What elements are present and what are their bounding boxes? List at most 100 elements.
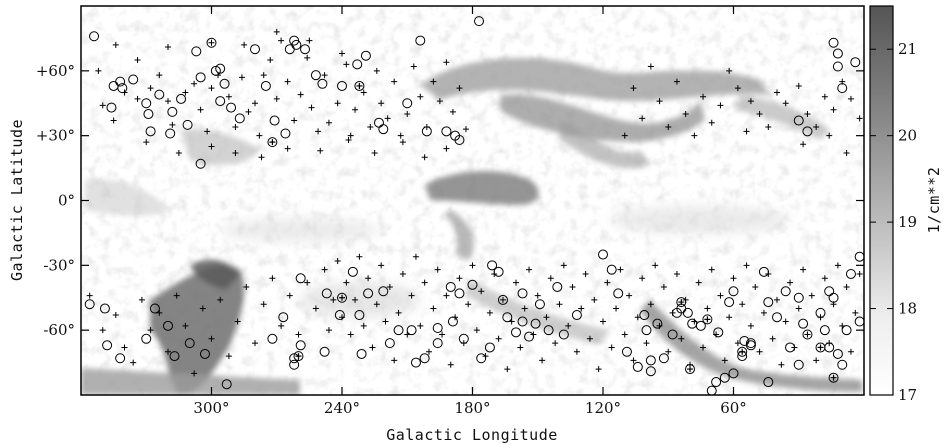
plus-marker <box>447 361 454 368</box>
circled-plus-marker <box>815 342 826 353</box>
plus-marker <box>547 275 554 282</box>
circle-marker <box>163 320 173 331</box>
plus-marker <box>260 72 267 79</box>
x-tick-label: 120° <box>585 399 621 417</box>
plus-marker <box>382 318 389 325</box>
plus-marker <box>673 78 680 85</box>
circle-marker <box>145 126 156 137</box>
plus-marker <box>630 85 637 92</box>
plus-marker <box>782 318 789 325</box>
colorbar-ticks: 17 18 19 20 21 <box>870 40 917 404</box>
plus-marker <box>315 128 322 135</box>
plus-marker <box>804 331 811 338</box>
colorbar-title: 1/cm**2 <box>925 167 943 234</box>
plus-marker <box>643 340 650 347</box>
plus-marker <box>334 258 341 265</box>
plus-marker <box>700 93 707 100</box>
circle-marker <box>652 318 663 329</box>
plus-marker <box>813 124 820 131</box>
plus-marker <box>534 292 541 299</box>
circle-marker <box>215 96 226 107</box>
plus-marker <box>134 57 141 64</box>
plus-marker <box>232 149 239 156</box>
circle-marker <box>854 316 864 327</box>
plus-marker <box>482 353 489 360</box>
plus-marker <box>465 301 472 308</box>
plus-marker <box>143 139 150 146</box>
circle-marker <box>141 333 152 344</box>
plus-marker <box>208 335 215 342</box>
circle-marker <box>182 119 193 130</box>
plus-marker <box>443 292 450 299</box>
plus-marker <box>665 124 672 131</box>
plus-marker <box>130 359 137 366</box>
plus-marker <box>808 292 815 299</box>
plus-marker <box>241 41 248 48</box>
plus-marker <box>423 124 430 131</box>
circle-marker <box>454 288 465 299</box>
plus-marker <box>843 283 850 290</box>
plus-marker <box>586 335 593 342</box>
circle-marker <box>378 286 389 297</box>
plus-marker <box>634 314 641 321</box>
circle-marker <box>128 74 139 85</box>
circle-marker <box>613 288 624 299</box>
plus-marker <box>800 141 807 148</box>
plus-marker <box>691 132 698 139</box>
circle-marker <box>441 126 452 137</box>
plus-marker <box>304 54 311 61</box>
plus-marker <box>747 98 754 105</box>
plus-marker <box>573 348 580 355</box>
plus-marker <box>704 305 711 312</box>
circle-marker <box>260 80 271 91</box>
plus-marker <box>225 93 232 100</box>
circle-marker <box>337 80 347 91</box>
circle-marker <box>415 35 426 46</box>
y-tick-label: -60° <box>43 321 75 339</box>
plus-marker <box>600 318 606 325</box>
plus-marker <box>613 305 620 312</box>
plus-marker <box>386 283 393 290</box>
plus-marker <box>306 37 313 44</box>
plus-marker <box>708 119 715 126</box>
plus-marker <box>747 322 754 329</box>
plus-marker <box>343 61 350 68</box>
circle-marker <box>793 115 804 126</box>
plus-marker <box>691 318 698 325</box>
plus-marker <box>469 262 476 269</box>
circle-marker <box>141 98 152 109</box>
x-axis-title: Galactic Longitude <box>386 426 558 444</box>
plus-marker <box>339 314 345 321</box>
plus-marker <box>591 296 598 303</box>
circle-marker <box>719 372 730 383</box>
plus-marker <box>110 117 117 124</box>
circle-marker <box>99 303 110 314</box>
plus-marker <box>565 322 572 329</box>
plus-marker <box>782 100 789 107</box>
plus-marker <box>726 67 733 74</box>
plus-marker <box>665 348 672 355</box>
circled-plus-marker <box>267 137 278 148</box>
plus-marker <box>278 37 285 44</box>
plus-marker <box>669 309 676 316</box>
plus-marker <box>297 91 304 98</box>
plus-marker <box>847 95 854 102</box>
plus-marker <box>856 270 863 277</box>
circle-marker <box>558 329 569 340</box>
circle-marker <box>641 325 652 336</box>
plus-marker <box>452 314 459 321</box>
plus-marker <box>743 262 750 269</box>
circle-marker <box>432 338 443 349</box>
circle-marker <box>632 361 643 372</box>
plus-marker <box>791 344 798 351</box>
plus-marker <box>339 50 345 57</box>
circle-marker <box>793 292 804 303</box>
circle-marker <box>191 46 202 57</box>
circle-marker <box>824 286 835 297</box>
plus-marker <box>399 139 406 146</box>
plus-marker <box>138 296 145 303</box>
plus-marker <box>256 132 263 139</box>
circle-marker <box>184 338 195 349</box>
plus-marker <box>504 366 511 373</box>
circle-marker <box>645 355 656 366</box>
